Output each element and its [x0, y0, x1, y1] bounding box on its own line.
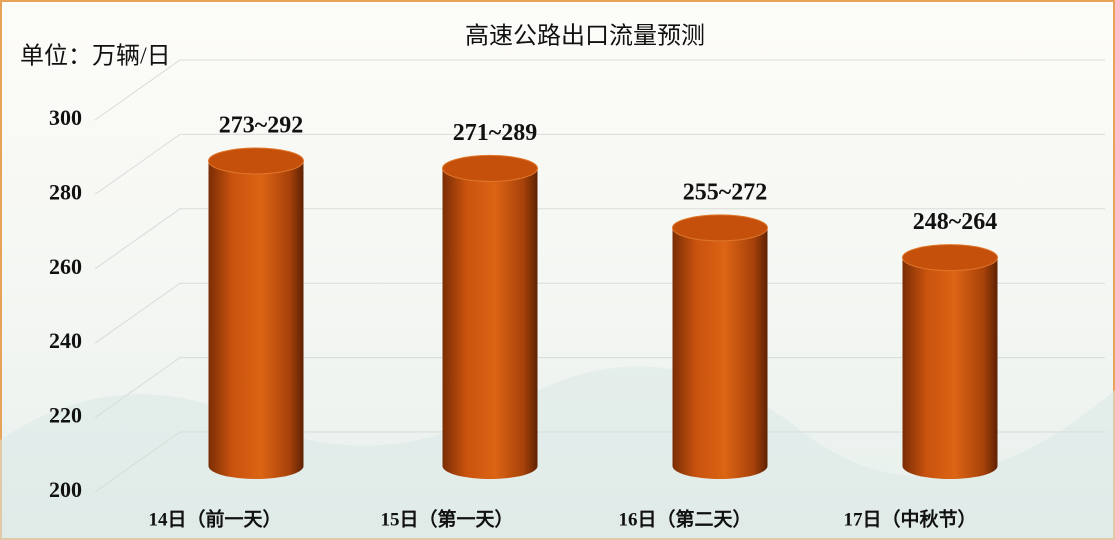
y-tick-label: 200: [49, 477, 82, 502]
value-label: 271~289: [453, 120, 537, 146]
page: 高速公路出口流量预测 单位：万辆/日 200 220 240 260 280 300 14日…: [0, 0, 1115, 540]
axis-unit-label: 单位：万辆/日: [20, 43, 171, 70]
y-tick-label: 240: [49, 328, 82, 353]
bar: [903, 245, 998, 479]
bar: [443, 155, 538, 479]
y-tick-label: 260: [49, 254, 82, 279]
x-tick-label: 14日（前一天）: [148, 507, 281, 530]
value-label: 248~264: [913, 209, 997, 235]
bar: [673, 215, 768, 479]
value-label: 273~292: [219, 112, 303, 138]
x-tick-label: 17日（中秋节）: [843, 507, 976, 530]
x-tick-label: 16日（第二天）: [618, 507, 751, 530]
value-label: 255~272: [683, 179, 767, 205]
bar: [209, 148, 304, 479]
y-tick-label: 300: [49, 105, 82, 130]
chart-title: 高速公路出口流量预测: [465, 23, 705, 50]
y-tick-label: 220: [49, 403, 82, 428]
y-tick-label: 280: [49, 179, 82, 204]
x-tick-label: 15日（第一天）: [380, 507, 513, 530]
chart: 高速公路出口流量预测 单位：万辆/日 200 220 240 260 280 300 14日…: [0, 0, 1115, 540]
